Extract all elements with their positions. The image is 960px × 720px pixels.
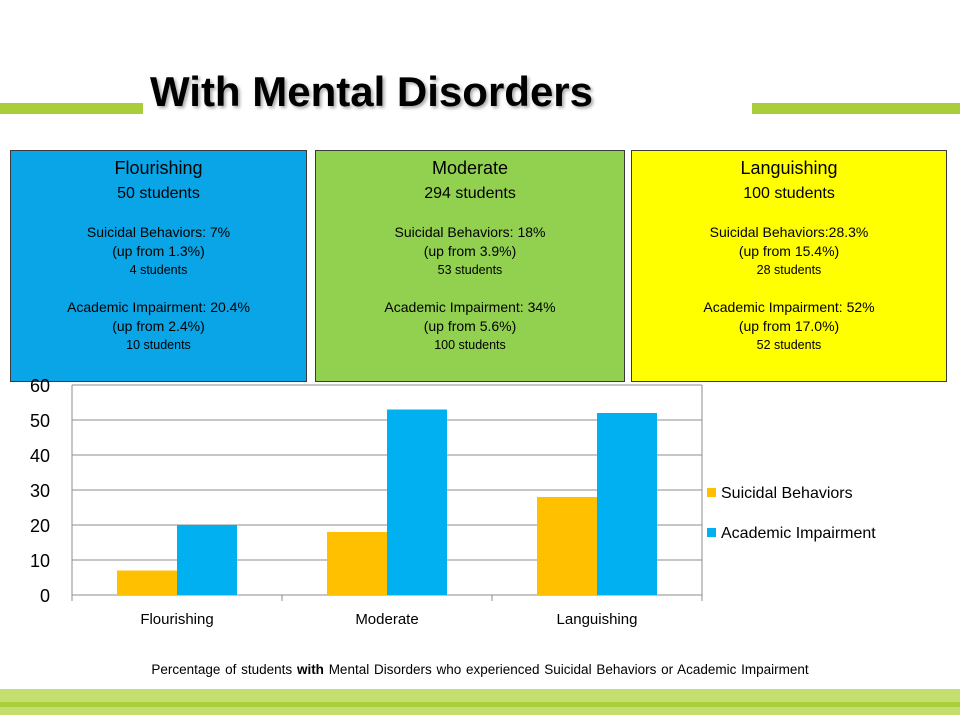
bar-chart: 0 10 20 30 40 50 60 Flourishing Moderate Languish… — [30, 376, 876, 628]
box-suicidal-n: 4 students — [129, 263, 188, 277]
box-academic: Academic Impairment: 34% — [384, 299, 556, 315]
legend-swatch — [707, 528, 716, 537]
x-tick-label: Languishing — [557, 611, 638, 628]
y-tick-label: 10 — [30, 551, 50, 571]
box-academic-n: 10 students — [126, 338, 191, 352]
caption-text-before: Percentage of students — [151, 662, 297, 677]
top-accent-bar-right — [752, 103, 960, 114]
box-suicidal-n: 53 students — [437, 263, 503, 277]
box-suicidal: Suicidal Behaviors: 7% — [86, 224, 231, 240]
box-count: 100 students — [743, 185, 835, 202]
box-academic-n: 100 students — [434, 338, 506, 352]
box-languishing: Languishing 100 students Suicidal Behavi… — [631, 150, 947, 382]
chart-caption: Percentage of students with Mental Disor… — [60, 662, 900, 677]
box-academic: Academic Impairment: 52% — [703, 299, 875, 315]
bar-academic-impairment — [387, 409, 447, 595]
box-flourishing: Flourishing 50 students Suicidal Behavio… — [10, 150, 307, 382]
y-tick-label: 60 — [30, 376, 50, 396]
box-academic-change: (up from 2.4%) — [112, 318, 205, 334]
box-name: Languishing — [740, 158, 838, 178]
box-count: 50 students — [117, 185, 200, 202]
bar-academic-impairment — [177, 525, 237, 595]
box-count: 294 students — [424, 185, 516, 202]
y-tick-label: 30 — [30, 481, 50, 501]
slide-title: With Mental Disorders — [150, 68, 594, 115]
box-suicidal-change: (up from 1.3%) — [112, 243, 205, 259]
box-suicidal-change: (up from 15.4%) — [738, 243, 840, 259]
x-tick-label: Moderate — [355, 611, 418, 628]
y-tick-label: 20 — [30, 516, 50, 536]
y-tick-label: 40 — [30, 446, 50, 466]
bar-suicidal-behaviors — [537, 497, 597, 595]
box-moderate: Moderate 294 students Suicidal Behaviors… — [315, 150, 625, 382]
bottom-accent-stripe — [0, 702, 960, 707]
box-name: Flourishing — [114, 158, 203, 178]
box-suicidal: Suicidal Behaviors: 18% — [394, 224, 546, 240]
legend-label: Suicidal Behaviors — [721, 485, 853, 502]
legend-label: Academic Impairment — [721, 525, 876, 542]
bar-suicidal-behaviors — [117, 570, 177, 595]
x-tick-label: Flourishing — [140, 611, 213, 628]
bar-academic-impairment — [597, 413, 657, 595]
box-academic-n: 52 students — [756, 338, 822, 352]
bar-suicidal-behaviors — [327, 532, 387, 595]
caption-text-after: Mental Disorders who experienced Suicida… — [323, 662, 809, 677]
box-suicidal-change: (up from 3.9%) — [423, 243, 517, 259]
box-academic: Academic Impairment: 20.4% — [67, 299, 250, 315]
box-suicidal-n: 28 students — [756, 263, 822, 277]
top-accent-bar-left — [0, 103, 143, 114]
box-name: Moderate — [431, 158, 509, 178]
legend-swatch — [707, 488, 716, 497]
box-academic-change: (up from 5.6%) — [423, 318, 517, 334]
caption-emphasis: with — [296, 662, 324, 677]
y-tick-label: 0 — [40, 586, 50, 606]
box-suicidal: Suicidal Behaviors:28.3% — [709, 224, 869, 240]
box-academic-change: (up from 17.0%) — [738, 318, 840, 334]
y-tick-label: 50 — [30, 411, 50, 431]
